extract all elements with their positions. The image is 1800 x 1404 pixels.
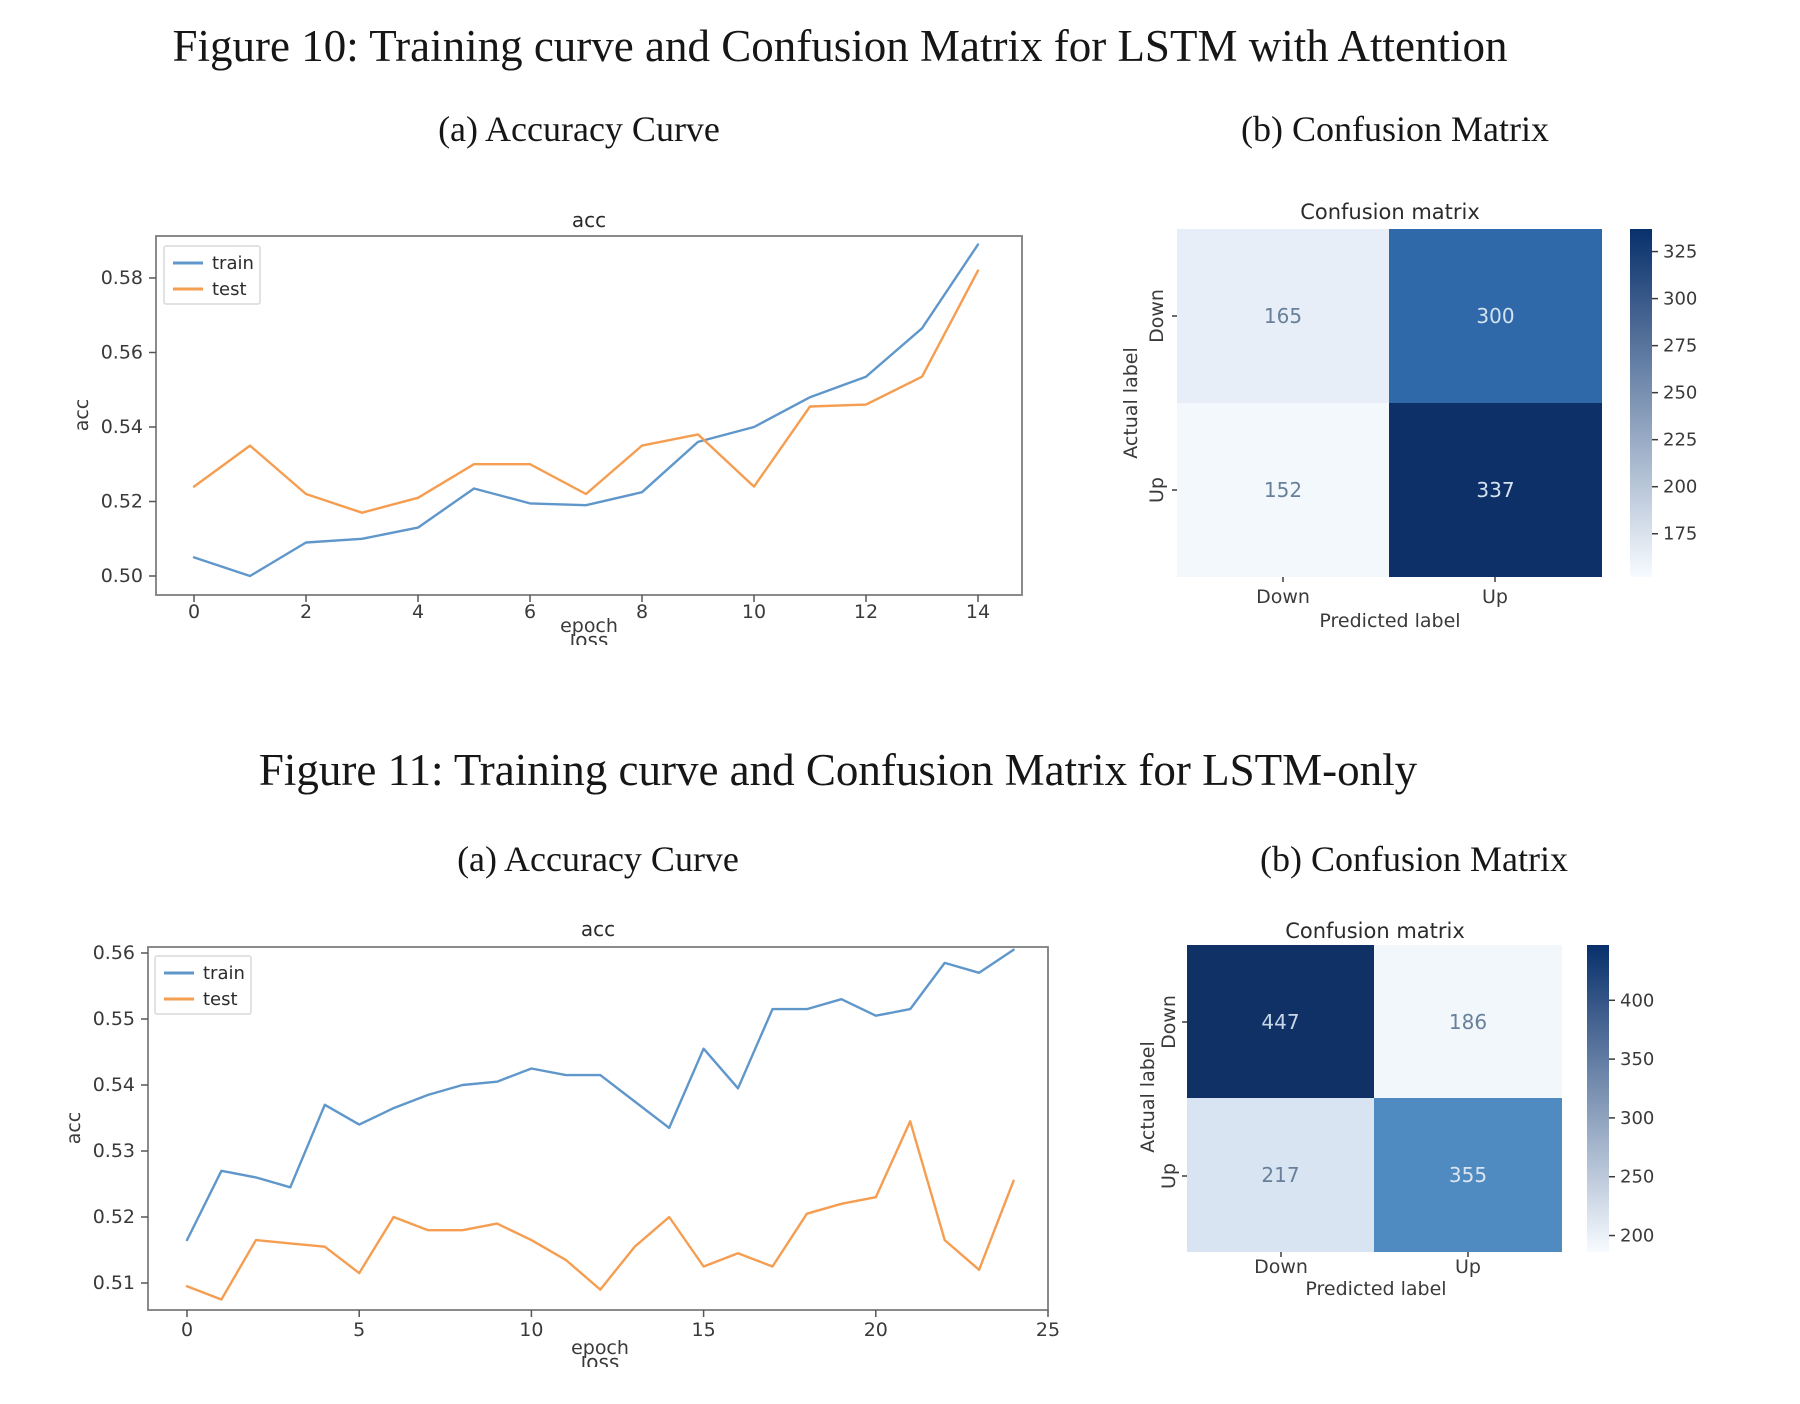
- acc-curve-lstm-only-xtick-10: 10: [519, 1319, 543, 1341]
- acc-curve-lstm-attention-train-line: [192, 243, 980, 578]
- acc-curve-lstm-only-ytick-0.53: 0.53: [93, 1140, 135, 1162]
- acc-curve-lstm-only-ytick-0.56: 0.56: [93, 942, 135, 964]
- cm2-ylabel: Actual label: [1137, 1041, 1159, 1153]
- acc-curve-lstm-only-xtick-20: 20: [864, 1319, 888, 1341]
- cm2-cell-actualUp-predDown: 217: [1187, 1098, 1374, 1252]
- cm1-cell-actualDown-predDown: 165: [1177, 229, 1389, 403]
- acc-curve-lstm-only-ytick-0.52: 0.52: [93, 1206, 135, 1228]
- acc-curve-lstm-only-clipped-loss-text: loss: [581, 1350, 620, 1374]
- confusion-matrix-lstm-only-colorbar-tick-200: 200: [1620, 1226, 1654, 1247]
- cm1-ylabel: Actual label: [1120, 347, 1142, 459]
- confusion-matrix-lstm-attention-colorbar-tick-200: 200: [1663, 477, 1697, 498]
- acc-curve-lstm-attention-legend-label-train: train: [212, 253, 254, 274]
- acc-curve-lstm-only-test-line: [185, 1120, 1015, 1301]
- confusion-matrix-lstm-attention-colorbar-tick-275: 275: [1663, 336, 1697, 357]
- cm1-cell-actualUp-predUp: 337: [1389, 403, 1602, 577]
- figure10-subcaption-b: (b) Confusion Matrix: [1241, 109, 1549, 149]
- acc-curve-lstm-only-ytick-0.55: 0.55: [93, 1008, 135, 1030]
- cm2-xlabel: Predicted label: [1305, 1278, 1447, 1300]
- acc-curve-lstm-only-xtick-25: 25: [1036, 1319, 1060, 1341]
- acc-curve-lstm-only-ytick-0.51: 0.51: [93, 1272, 135, 1294]
- acc-curve-lstm-attention-legend-label-test: test: [212, 279, 247, 300]
- acc-curve-lstm-only-xlabel: epoch: [571, 1337, 629, 1359]
- acc-curve-lstm-attention-xtick-2: 2: [300, 601, 312, 623]
- cm1-title: Confusion matrix: [1300, 200, 1480, 224]
- acc-curve-lstm-only-plot-border: [147, 946, 1049, 1311]
- acc-curve-lstm-only-title: acc: [581, 917, 615, 941]
- confusion-matrix-lstm-attention-colorbar-tick-300: 300: [1663, 289, 1697, 310]
- acc-curve-lstm-attention-title: acc: [572, 208, 606, 232]
- cm2-title: Confusion matrix: [1285, 919, 1465, 943]
- cm2-cell-actualUp-predUp: 355: [1374, 1098, 1562, 1252]
- cm2-rowlabel-up: Up: [1158, 1163, 1180, 1189]
- confusion-matrix-lstm-attention-colorbar-tick-175: 175: [1663, 524, 1697, 545]
- acc-curve-lstm-only-legend-label-test: test: [203, 989, 238, 1010]
- acc-curve-lstm-attention-xtick-0: 0: [188, 601, 200, 623]
- confusion-matrix-lstm-attention-colorbar-tick-250: 250: [1663, 383, 1697, 404]
- acc-curve-lstm-only-xtick-15: 15: [692, 1319, 716, 1341]
- acc-curve-lstm-only-train-line: [185, 948, 1015, 1242]
- acc-curve-lstm-attention: acc 0.50 0.52 0.54 0.56 0.58 0 2 4 6 8 10 12 14 epochl…: [71, 208, 1023, 652]
- acc-curve-lstm-only-xtick-0: 0: [181, 1319, 193, 1341]
- acc-curve-lstm-only-xtick-5: 5: [353, 1319, 365, 1341]
- cm2-cell-actualDown-predUp: 186: [1374, 945, 1562, 1098]
- acc-curve-lstm-only-legend-label-train: train: [203, 963, 245, 984]
- cm1-xlabel: Predicted label: [1319, 610, 1461, 632]
- acc-curve-lstm-attention-xtick-10: 10: [742, 601, 766, 623]
- svg-text:loss: loss: [570, 628, 609, 652]
- acc-curve-lstm-attention-xtick-8: 8: [636, 601, 648, 623]
- confusion-matrix-lstm-only-svg-parts: 200 250 300 350 400: [1182, 945, 1654, 1257]
- svg-text:loss: loss: [581, 1350, 620, 1374]
- acc-curve-lstm-attention-ytick-0.58: 0.58: [101, 267, 143, 289]
- acc-curve-lstm-attention-xlabel: epoch: [560, 615, 618, 637]
- acc-curve-lstm-attention-xtick-12: 12: [854, 601, 878, 623]
- confusion-matrix-lstm-only-colorbar-tick-350: 350: [1620, 1049, 1654, 1070]
- confusion-matrix-lstm-attention-colorbar-tick-325: 325: [1663, 242, 1697, 263]
- cm1-rowlabel-down: Down: [1146, 289, 1168, 343]
- confusion-matrix-lstm-attention-colorbar-tick-225: 225: [1663, 430, 1697, 451]
- confusion-matrix-lstm-attention-colorbar: [1630, 229, 1652, 577]
- cm1-collabel-down: Down: [1256, 586, 1310, 608]
- confusion-matrix-lstm-attention-svg-parts: 175 200 225 250 275 300 325: [1172, 229, 1697, 582]
- cm1-cell-actualDown-predUp: 300: [1389, 229, 1602, 403]
- cm2-collabel-down: Down: [1254, 1256, 1308, 1278]
- cm1-cell-actualUp-predDown: 152: [1177, 403, 1389, 577]
- acc-curve-lstm-attention-ylabel: acc: [71, 399, 93, 432]
- acc-curve-lstm-attention-xtick-6: 6: [524, 601, 536, 623]
- figure11-caption: Figure 11: Training curve and Confusion …: [258, 745, 1418, 795]
- acc-curve-lstm-attention-ytick-0.52: 0.52: [101, 491, 143, 513]
- figure11-subcaption-a: (a) Accuracy Curve: [457, 839, 739, 879]
- cm2-rowlabel-down: Down: [1158, 995, 1180, 1049]
- acc-curve-lstm-attention-ytick-0.50: 0.50: [101, 565, 143, 587]
- acc-curve-lstm-attention-xtick-4: 4: [412, 601, 424, 623]
- confusion-matrix-lstm-only-colorbar-tick-250: 250: [1620, 1167, 1654, 1188]
- confusion-matrix-lstm-only-colorbar: [1587, 945, 1609, 1252]
- acc-curve-lstm-attention-ytick-0.54: 0.54: [101, 416, 143, 438]
- figure10-caption: Figure 10: Training curve and Confusion …: [172, 21, 1508, 71]
- acc-curve-lstm-attention-plot-border: [155, 235, 1023, 596]
- cm1-collabel-up: Up: [1482, 586, 1508, 608]
- acc-curve-lstm-attention-ytick-0.56: 0.56: [101, 342, 143, 364]
- cm2-collabel-up: Up: [1455, 1256, 1481, 1278]
- acc-curve-lstm-only: acc 0.51 0.52 0.53 0.54 0.55 0.56 0 5 10 15 20 25 epo…: [63, 917, 1060, 1374]
- figure11-subcaption-b: (b) Confusion Matrix: [1260, 839, 1568, 879]
- cm2-cell-actualDown-predDown: 447: [1187, 945, 1374, 1098]
- figure10-subcaption-a: (a) Accuracy Curve: [438, 109, 720, 149]
- confusion-matrix-lstm-only-colorbar-tick-400: 400: [1620, 990, 1654, 1011]
- acc-curve-lstm-only-ytick-0.54: 0.54: [93, 1074, 135, 1096]
- acc-curve-lstm-attention-test-line: [192, 269, 980, 514]
- acc-curve-lstm-attention-xtick-14: 14: [966, 601, 990, 623]
- cm1-rowlabel-up: Up: [1146, 477, 1168, 503]
- confusion-matrix-lstm-only-colorbar-tick-300: 300: [1620, 1108, 1654, 1129]
- acc-curve-lstm-only-ylabel: acc: [63, 1112, 85, 1145]
- acc-curve-lstm-attention-clipped-loss-text: loss: [570, 628, 609, 652]
